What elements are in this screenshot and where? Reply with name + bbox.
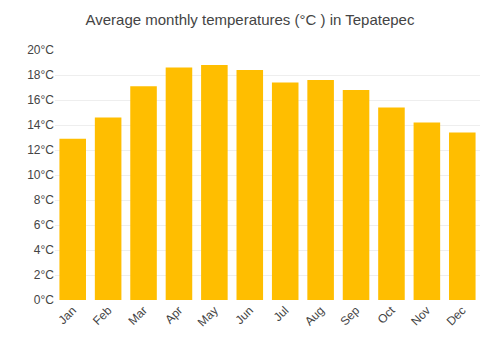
svg-text:Jul: Jul [271,303,292,324]
svg-text:Aug: Aug [302,303,327,328]
svg-text:6°C: 6°C [34,218,54,232]
svg-text:Feb: Feb [90,303,115,328]
svg-text:Jun: Jun [233,303,257,327]
svg-text:12°C: 12°C [27,143,54,157]
svg-text:4°C: 4°C [34,243,54,257]
svg-text:Apr: Apr [162,303,185,326]
svg-text:16°C: 16°C [27,93,54,107]
svg-text:18°C: 18°C [27,68,54,82]
svg-text:0°C: 0°C [34,293,54,307]
svg-text:10°C: 10°C [27,168,54,182]
svg-text:Oct: Oct [375,303,399,327]
svg-text:Dec: Dec [444,303,469,328]
svg-text:Sep: Sep [337,303,362,328]
svg-text:Jan: Jan [55,303,79,327]
svg-text:Mar: Mar [125,303,150,328]
svg-text:May: May [195,303,221,329]
svg-text:Nov: Nov [408,303,433,328]
svg-text:2°C: 2°C [34,268,54,282]
svg-text:20°C: 20°C [27,43,54,57]
svg-text:Average monthly temperatures (: Average monthly temperatures (°C ) in Te… [86,11,415,28]
svg-text:8°C: 8°C [34,193,54,207]
svg-text:14°C: 14°C [27,118,54,132]
